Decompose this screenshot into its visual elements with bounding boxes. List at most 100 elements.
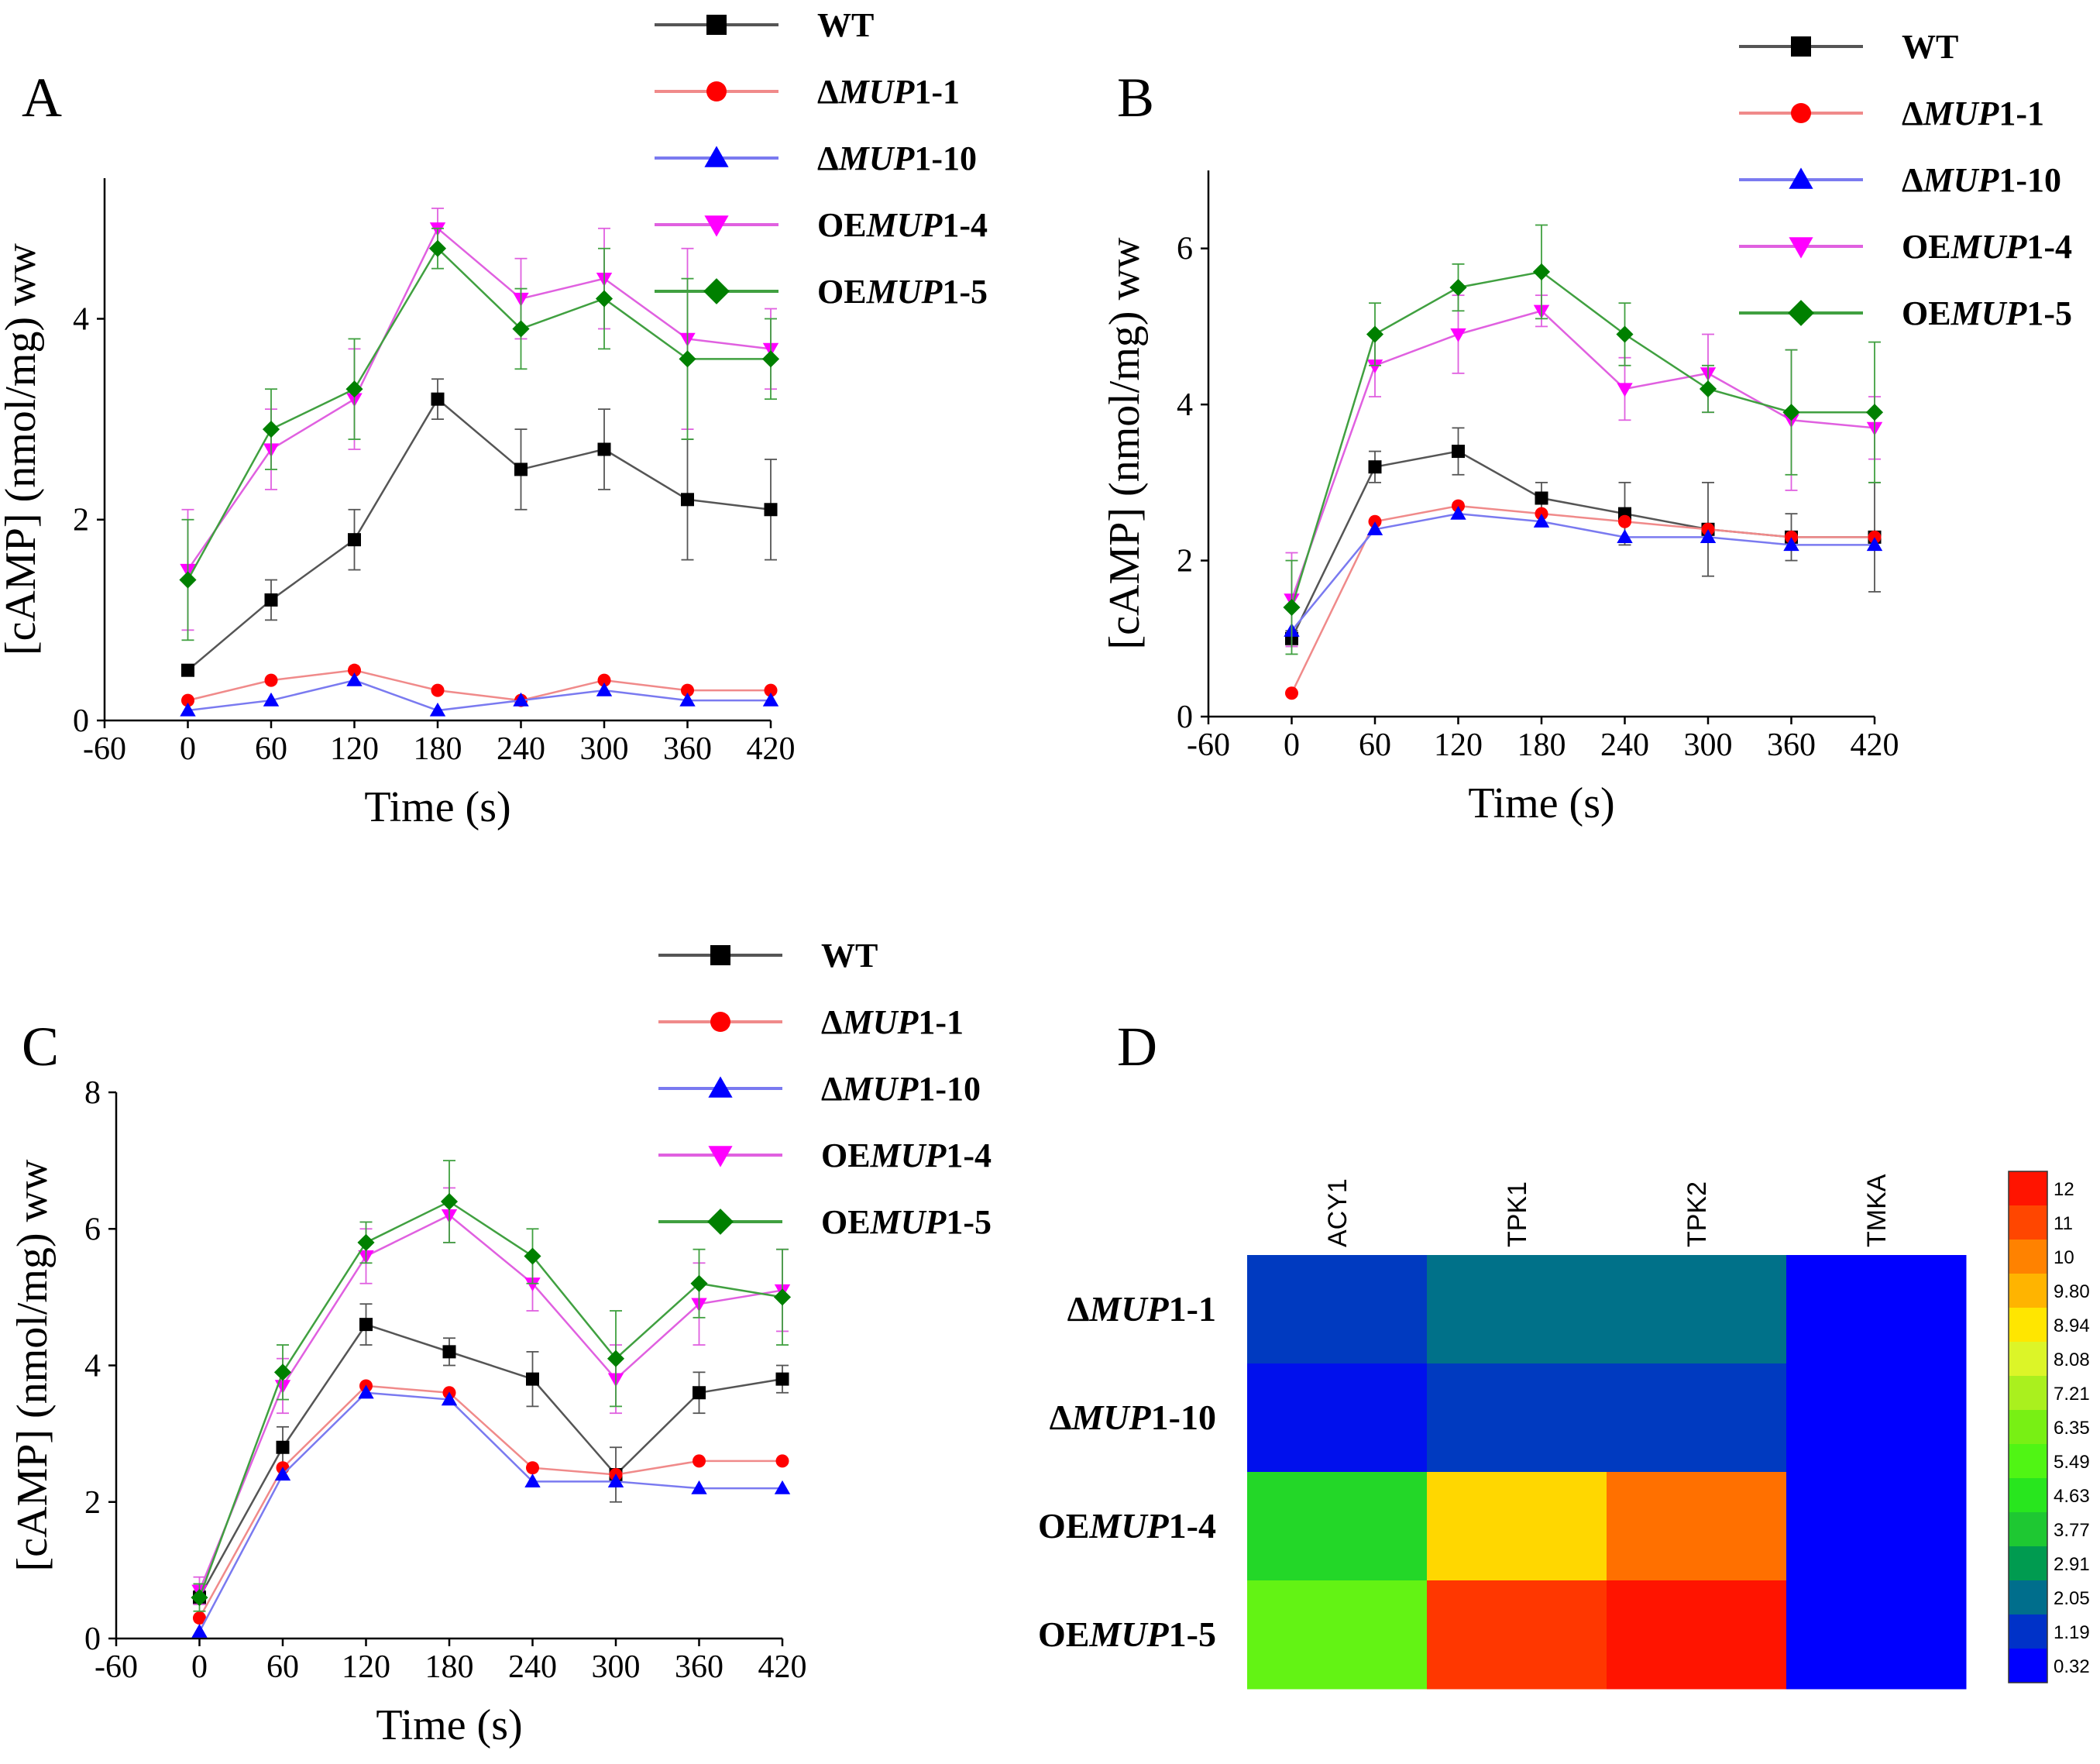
heatmap-cell [1427,1255,1607,1364]
panel-b-data-point [1699,380,1717,398]
panel-c-x-tick-label: 120 [342,1649,390,1685]
colorbar-frame [2008,1171,2048,1683]
colorbar-tick-label: 1.19 [2054,1622,2090,1643]
panel-b-data-point [1366,521,1383,535]
panel-c-x-tick-label: 420 [758,1649,807,1685]
colorbar-tick-label: 3.77 [2054,1520,2090,1541]
panel-a-x-tick-label: 360 [663,731,712,767]
panel-a-data-point [262,421,280,438]
panel-b-data-point [1535,491,1548,505]
panel-c-legend-marker [707,1209,734,1235]
panel-c-data-point [690,1274,708,1292]
panel-b-y-tick-label: 2 [1177,544,1193,579]
panel-c-data-point [773,1288,792,1306]
panel-c-legend-label: ΔMUP1-1 [821,1003,964,1041]
panel-a-data-point [431,683,445,697]
colorbar-segment [2009,1205,2047,1240]
panel-a-legend-marker [703,278,730,304]
panel-a-data-point [681,493,694,507]
panel-c-series-oemup1-5 [191,1160,792,1612]
panel-a-data-point [513,692,529,707]
panel-a-data-point [181,693,194,707]
panel-b-data-point [1617,529,1633,544]
colorbar-segment [2009,1614,2047,1649]
panel-c-y-tick-label: 4 [84,1349,101,1384]
heatmap-cell [1607,1255,1787,1364]
colorbar-segment [2009,1410,2047,1445]
colorbar-segment [2009,1171,2047,1206]
panel-a-legend-marker [706,81,727,101]
panel-c-legend-marker [710,945,730,965]
panel-b-legend-marker [1791,36,1811,57]
legend-a: WT ΔMUP1-1 ΔMUP1-10 OEMUP1-4 OEMUP1-5 [655,6,988,311]
panel-b-data-point [1865,404,1884,421]
colorbar-tick-label: 7.21 [2054,1384,2090,1405]
colorbar-tick-label: 11 [2054,1213,2073,1234]
panel-a-data-point [264,593,278,607]
panel-c-x-tick-label: -60 [95,1649,138,1685]
colorbar-tick-label: 2.91 [2054,1554,2090,1575]
heatmap-column-label: TPK2 [1682,1181,1712,1247]
panel-letter-b: B [1117,67,1154,129]
colorbar-tick-label: 12 [2054,1179,2074,1200]
panel-a-series-line [187,246,771,581]
panel-a-data-point [348,533,361,547]
panel-b-data-point [1618,514,1631,528]
panel-a-y-tick-label: 0 [73,703,89,739]
panel-a-data-point [348,663,361,677]
panel-b-y-tick-label: 4 [1177,387,1193,423]
panel-b-data-point [1366,359,1383,373]
panel-a-data-point [180,702,196,717]
colorbar-tick-label: 8.08 [2054,1350,2090,1370]
panel-a-data-point [679,692,696,707]
panel-c-data-point [524,1247,541,1265]
panel-c-data-point [276,1440,290,1454]
panel-c-series-line [198,1200,783,1598]
panel-b-x-tick-label: -60 [1187,727,1230,763]
heatmap-cell [1427,1363,1607,1473]
panel-b-series-line [1291,309,1875,600]
panel-c-series-line [198,1391,782,1632]
panel-a-legend-label: WT [817,6,874,44]
panel-b-x-tick-label: 300 [1684,727,1733,763]
panel-a-x-tick-label: 120 [330,731,379,767]
colorbar-tick-label: 2.05 [2054,1588,2090,1609]
colorbar-segment [2009,1546,2047,1581]
heatmap-column-label: ACY1 [1323,1178,1352,1247]
colorbar-tick-label: 8.94 [2054,1315,2090,1336]
colorbar-segment [2009,1240,2047,1274]
panel-b-data-point [1616,325,1634,343]
panel-a-series-line [187,679,771,712]
panel-a-series-wt [181,378,778,677]
panel-a-data-point [179,571,197,589]
panel-c-data-point [524,1277,541,1291]
legend-c: WT ΔMUP1-1 ΔMUP1-10 OEMUP1-4 OEMUP1-5 [658,937,992,1241]
panel-c-series-line [198,1323,783,1598]
panel-letter-d: D [1117,1016,1157,1078]
panel-c-data-point [273,1363,292,1381]
panel-c-data-point [607,1350,625,1367]
panel-b-series-oemup1-5 [1283,224,1884,655]
colorbar-segment [2009,1274,2047,1308]
panel-c-data-point [440,1192,459,1211]
panel-c-data-point [775,1454,789,1468]
panel-b-y-axis-title: [cAMP] (nmol/mg) ww [1101,237,1149,650]
panel-b-series-line [1291,270,1875,608]
panel-a-legend-marker [706,15,727,35]
panel-b-legend-label: WT [1902,28,1958,66]
panel-c-data-point [607,1473,624,1487]
panel-c-data-point [191,1623,208,1638]
heatmap-cell [1247,1472,1428,1581]
panel-b-data-point [1368,460,1382,474]
panel-c-legend-label: ΔMUP1-10 [821,1070,981,1108]
panel-c-y-tick-label: 6 [84,1212,101,1247]
panel-b-x-axis-title: Time (s) [1468,779,1614,827]
panel-b-series-line [1291,512,1875,632]
panel-b-x-tick-label: 120 [1434,727,1483,763]
heatmap-cell [1247,1580,1428,1690]
panel-c-x-tick-label: 180 [425,1649,474,1685]
panel-b-legend-label: ΔMUP1-10 [1902,161,2061,199]
heatmap-cell [1786,1255,1967,1364]
panel-c-x-tick-label: 360 [675,1649,723,1685]
